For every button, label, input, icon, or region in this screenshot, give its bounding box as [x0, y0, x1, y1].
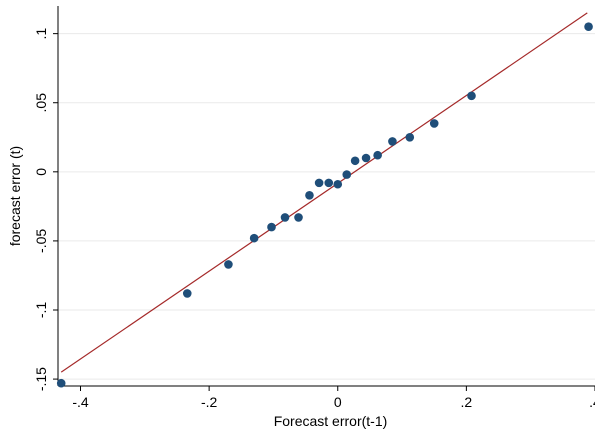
- scatter-point: [350, 156, 360, 166]
- y-tick-label: 0: [33, 168, 49, 176]
- x-axis-title: Forecast error(t-1): [274, 413, 388, 429]
- axis-ticks: -.15 -.1 -.05 0 .05 .1 -.4 -.2 0 .2 .4: [33, 28, 595, 410]
- scatter-point: [584, 22, 593, 32]
- scatter-point: [373, 150, 382, 160]
- y-tick-label: -.15: [33, 367, 49, 391]
- scatter-point: [305, 191, 314, 200]
- y-axis-title: forecast error (t): [7, 146, 23, 246]
- scatter-point: [361, 153, 371, 163]
- scatter-point: [294, 213, 303, 222]
- scatter-point: [342, 170, 352, 179]
- scatter-point: [280, 213, 290, 222]
- scatter-point: [224, 260, 233, 269]
- x-tick-label: .4: [589, 394, 595, 410]
- plot-series: [56, 12, 593, 388]
- scatter-point: [388, 137, 397, 146]
- y-tick-label: -.05: [33, 229, 49, 253]
- fit-line: [60, 12, 588, 373]
- x-tick-label: -.2: [201, 394, 218, 410]
- scatter-point: [467, 91, 476, 101]
- y-tick-label: .05: [33, 93, 49, 113]
- scatter-point: [333, 179, 343, 189]
- scatter-point: [249, 233, 259, 243]
- scatter-point: [182, 289, 192, 298]
- scatter-point: [405, 132, 415, 142]
- scatter-point: [429, 119, 439, 128]
- x-tick-label: .2: [461, 394, 473, 410]
- scatter-point: [314, 178, 324, 188]
- y-tick-label: .1: [33, 28, 49, 40]
- scatter-point: [56, 378, 66, 388]
- x-tick-label: 0: [334, 394, 342, 410]
- grid-lines: [58, 33, 595, 380]
- scatter-point: [267, 222, 276, 232]
- scatter-point: [324, 178, 334, 188]
- x-tick-label: -.4: [72, 394, 89, 410]
- y-tick-label: -.1: [33, 302, 49, 319]
